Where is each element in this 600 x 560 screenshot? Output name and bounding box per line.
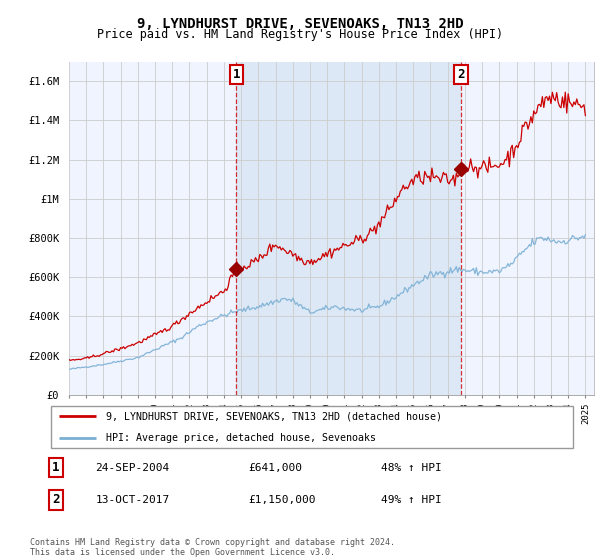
Text: 9, LYNDHURST DRIVE, SEVENOAKS, TN13 2HD (detached house): 9, LYNDHURST DRIVE, SEVENOAKS, TN13 2HD … bbox=[106, 411, 442, 421]
Text: Price paid vs. HM Land Registry's House Price Index (HPI): Price paid vs. HM Land Registry's House … bbox=[97, 28, 503, 41]
FancyBboxPatch shape bbox=[50, 405, 574, 449]
Text: £1,150,000: £1,150,000 bbox=[248, 495, 316, 505]
Text: 1: 1 bbox=[52, 461, 59, 474]
Text: 1: 1 bbox=[233, 68, 240, 81]
Text: 48% ↑ HPI: 48% ↑ HPI bbox=[380, 463, 442, 473]
Text: 49% ↑ HPI: 49% ↑ HPI bbox=[380, 495, 442, 505]
Text: 9, LYNDHURST DRIVE, SEVENOAKS, TN13 2HD: 9, LYNDHURST DRIVE, SEVENOAKS, TN13 2HD bbox=[137, 17, 463, 31]
Bar bbox=[236, 62, 461, 395]
Text: 13-OCT-2017: 13-OCT-2017 bbox=[95, 495, 170, 505]
Text: 2: 2 bbox=[457, 68, 465, 81]
Text: 2: 2 bbox=[52, 493, 59, 506]
Text: Contains HM Land Registry data © Crown copyright and database right 2024.
This d: Contains HM Land Registry data © Crown c… bbox=[30, 538, 395, 557]
Text: HPI: Average price, detached house, Sevenoaks: HPI: Average price, detached house, Seve… bbox=[106, 433, 376, 443]
Text: 24-SEP-2004: 24-SEP-2004 bbox=[95, 463, 170, 473]
Text: £641,000: £641,000 bbox=[248, 463, 302, 473]
